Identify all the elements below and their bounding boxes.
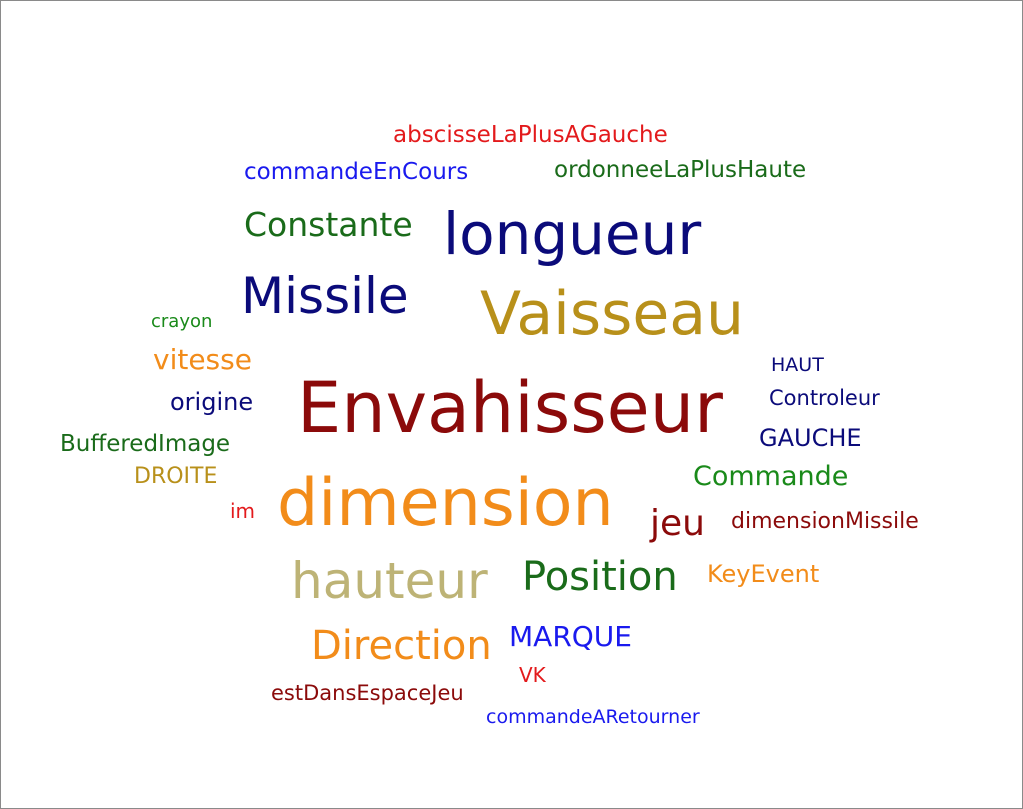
word-bufferedimage: BufferedImage: [60, 431, 231, 457]
word-commandeencours: commandeEnCours: [244, 159, 469, 185]
word-origine: origine: [170, 388, 254, 416]
word-gauche: GAUCHE: [759, 424, 862, 452]
word-vaisseau: Vaisseau: [480, 279, 745, 349]
word-dimensionmissile: dimensionMissile: [731, 509, 919, 534]
word-hauteur: hauteur: [291, 552, 488, 610]
word-position: Position: [522, 554, 678, 600]
word-dimension: dimension: [277, 466, 614, 541]
word-estdansespacejeu: estDansEspaceJeu: [271, 681, 464, 705]
word-jeu: jeu: [650, 503, 705, 544]
word-marque: MARQUE: [509, 620, 632, 653]
word-haut: HAUT: [771, 354, 824, 376]
word-commandearetourner: commandeARetourner: [486, 706, 700, 728]
word-vk: VK: [519, 663, 546, 687]
word-missile: Missile: [241, 267, 409, 325]
word-keyevent: KeyEvent: [707, 560, 820, 588]
word-direction: Direction: [311, 623, 492, 669]
word-crayon: crayon: [151, 311, 213, 332]
word-commande: Commande: [693, 461, 849, 492]
word-im: im: [230, 499, 256, 523]
word-droite: DROITE: [134, 464, 218, 489]
word-constante: Constante: [244, 205, 413, 244]
word-abscisselaplusagauche: abscisseLaPlusAGauche: [393, 122, 668, 148]
word-ordonneelaplushaute: ordonneeLaPlusHaute: [554, 157, 807, 183]
word-longueur: longueur: [443, 200, 702, 268]
word-envahisseur: Envahisseur: [297, 367, 723, 449]
word-controleur: Controleur: [769, 386, 880, 410]
word-vitesse: vitesse: [153, 343, 252, 376]
